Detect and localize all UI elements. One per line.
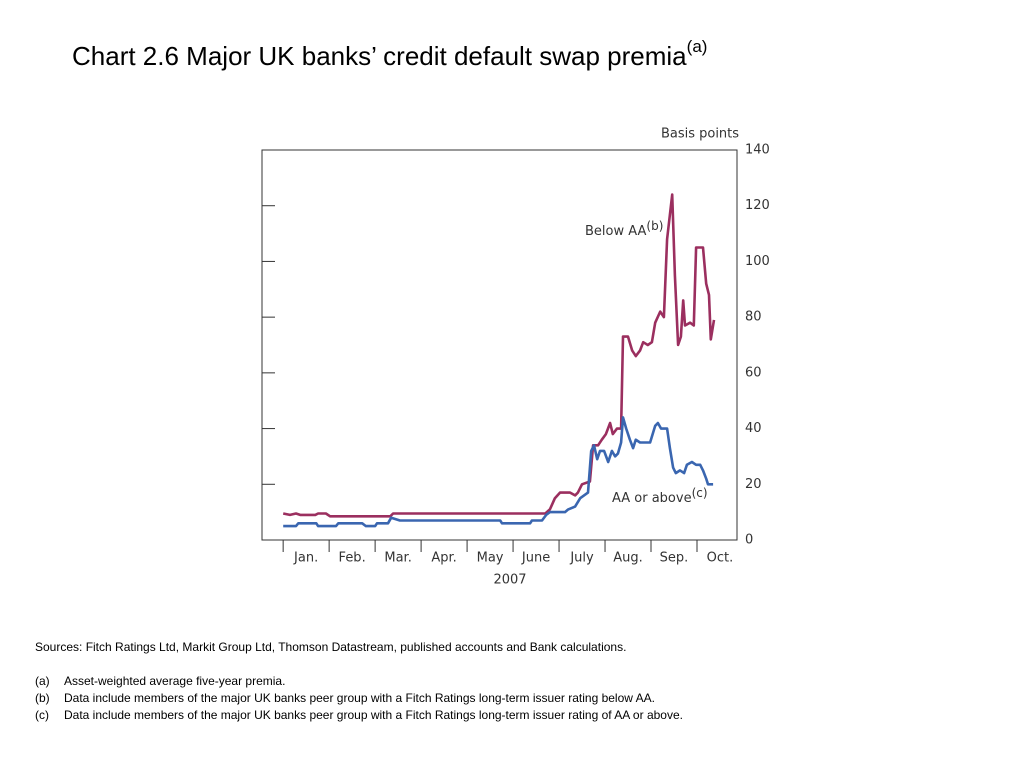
title-text: Chart 2.6 Major UK banks’ credit default… (72, 41, 687, 71)
x-tick-label: Mar. (384, 551, 411, 566)
x-axis-label: 2007 (493, 573, 526, 588)
series-note: (c) (692, 486, 708, 500)
x-tick-label: Oct. (707, 551, 734, 566)
note-text: Asset-weighted average five-year premia. (64, 674, 285, 688)
series-label: AA or above(c) (612, 486, 708, 506)
x-tick-label: Jan. (293, 551, 318, 566)
x-tick-label: July (569, 551, 594, 566)
series-line (283, 416, 714, 528)
plot-frame (261, 149, 738, 541)
sources: Sources: Fitch Ratings Ltd, Markit Group… (35, 640, 626, 654)
y-tick-label: 120 (745, 198, 770, 213)
series-name: AA or above (612, 491, 692, 506)
note-marker: (c) (35, 708, 49, 722)
y-tick-label: 100 (745, 254, 770, 269)
note-marker: (a) (35, 674, 50, 688)
series-name: Below AA (585, 224, 647, 239)
x-tick-label: Sep. (660, 551, 689, 566)
series-note: (b) (646, 219, 663, 233)
x-tick-label: May (477, 551, 504, 566)
y-tick-label: 60 (745, 365, 762, 380)
x-tick-label: Aug. (613, 551, 643, 566)
series-label: Below AA(b) (585, 219, 663, 239)
y-tick-label: 40 (745, 421, 762, 436)
x-tick-label: June (521, 551, 550, 566)
y-tick-label: 140 (745, 143, 770, 158)
note-text: Data include members of the major UK ban… (64, 708, 683, 722)
note-text: Data include members of the major UK ban… (64, 691, 655, 705)
x-tick-label: Apr. (431, 551, 456, 566)
y-axis-label: Basis points (661, 127, 739, 142)
y-tick-label: 0 (745, 533, 753, 548)
note-marker: (b) (35, 691, 50, 705)
title-note: (a) (687, 37, 708, 56)
series-line (282, 193, 716, 518)
chart-title: Chart 2.6 Major UK banks’ credit default… (72, 37, 707, 70)
x-tick-label: Feb. (339, 551, 366, 566)
y-tick-label: 20 (745, 477, 762, 492)
y-tick-label: 80 (745, 310, 762, 325)
